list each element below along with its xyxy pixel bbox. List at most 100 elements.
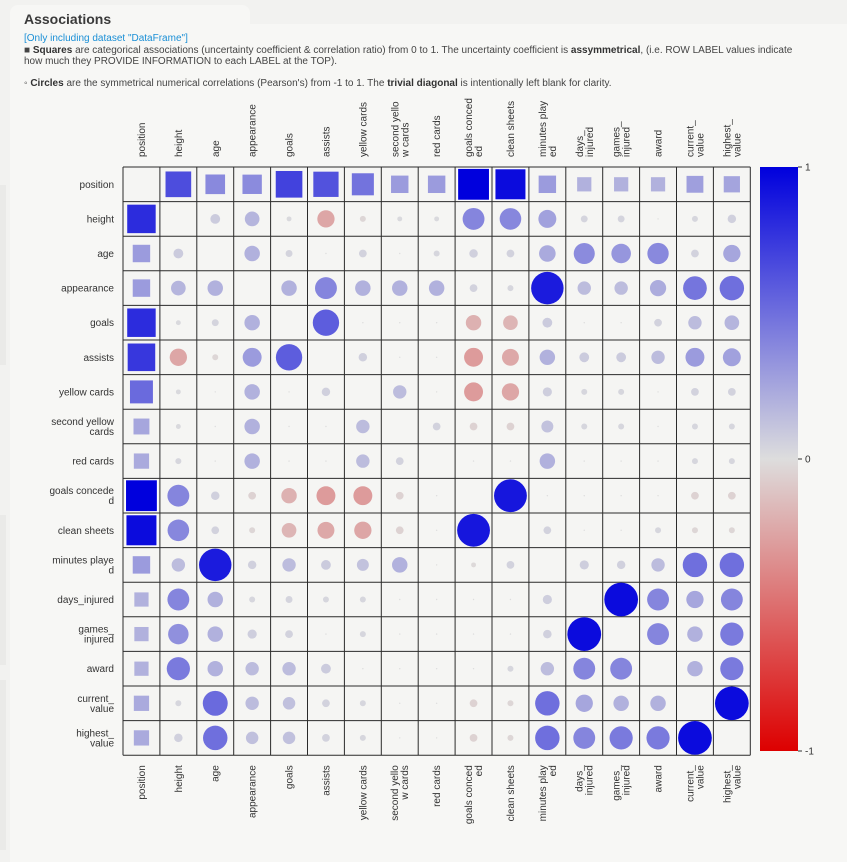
correlation-circle bbox=[507, 700, 514, 707]
correlation-circle bbox=[620, 495, 622, 497]
row-label: assists bbox=[83, 353, 114, 364]
correlation-circle bbox=[325, 633, 327, 635]
correlation-circle bbox=[282, 731, 296, 745]
correlation-circle bbox=[211, 319, 219, 327]
row-label-line: clean sheets bbox=[58, 526, 114, 537]
correlation-circle bbox=[573, 726, 596, 749]
correlation-circle bbox=[507, 734, 514, 741]
correlation-circle bbox=[282, 661, 296, 676]
column-label-bottom: age bbox=[211, 765, 222, 782]
correlation-circle bbox=[317, 521, 335, 539]
correlation-circle bbox=[322, 734, 330, 742]
correlation-circle bbox=[509, 460, 512, 462]
row-label-line: days_injured bbox=[57, 595, 114, 606]
correlation-circle bbox=[617, 215, 625, 223]
correlation-circle bbox=[358, 249, 367, 258]
correlation-circle bbox=[687, 660, 703, 677]
correlation-circle bbox=[611, 243, 631, 264]
category-square bbox=[494, 168, 527, 201]
correlation-circle bbox=[539, 349, 556, 366]
correlation-circle bbox=[174, 733, 183, 743]
correlation-circle bbox=[171, 280, 186, 296]
correlation-circle bbox=[714, 686, 749, 721]
correlation-circle bbox=[686, 590, 704, 609]
correlation-circle bbox=[728, 527, 735, 534]
correlation-circle bbox=[540, 661, 555, 676]
correlation-circle bbox=[691, 388, 699, 396]
correlation-circle bbox=[472, 633, 475, 635]
correlation-circle bbox=[325, 425, 327, 428]
correlation-circle bbox=[728, 423, 735, 430]
correlation-circle bbox=[214, 425, 216, 428]
plot-area bbox=[123, 167, 751, 756]
correlation-circle bbox=[691, 527, 698, 534]
row-label: current_ value bbox=[77, 694, 114, 715]
correlation-circle bbox=[691, 215, 698, 222]
category-square bbox=[133, 695, 150, 711]
correlation-circle bbox=[647, 242, 669, 265]
correlation-circle bbox=[244, 418, 260, 435]
correlation-circle bbox=[688, 315, 702, 330]
row-label-line: games_ bbox=[78, 625, 114, 636]
correlation-circle bbox=[285, 250, 293, 257]
correlation-circle bbox=[244, 245, 260, 262]
category-square bbox=[125, 479, 158, 513]
category-square bbox=[351, 173, 374, 196]
category-square bbox=[132, 279, 151, 297]
correlation-circle bbox=[399, 633, 401, 635]
column-label-top: clean sheets bbox=[506, 101, 517, 157]
correlation-circle bbox=[719, 552, 745, 578]
correlation-circle bbox=[687, 626, 703, 642]
correlation-circle bbox=[609, 726, 633, 750]
column-label-bottom: value bbox=[732, 765, 743, 789]
correlation-circle bbox=[604, 582, 639, 617]
correlation-circle bbox=[579, 352, 590, 363]
correlation-circle bbox=[567, 617, 602, 651]
column-label-bottom: height bbox=[174, 765, 185, 792]
correlation-circle bbox=[575, 694, 593, 712]
column-label-top: assists bbox=[321, 126, 332, 157]
column-label-bottom: games_ bbox=[612, 765, 623, 801]
correlation-circle bbox=[207, 626, 223, 642]
correlation-circle bbox=[494, 479, 527, 513]
row-label-line: assists bbox=[83, 353, 114, 364]
correlation-circle bbox=[245, 696, 259, 711]
column-label-top: height bbox=[174, 130, 185, 157]
correlation-circle bbox=[214, 391, 216, 393]
side-strip-2 bbox=[0, 515, 6, 665]
correlation-circle bbox=[613, 695, 629, 712]
category-square bbox=[165, 171, 192, 198]
column-label-top: yellow cards bbox=[358, 102, 369, 157]
category-square bbox=[134, 592, 149, 607]
column-label-top: value bbox=[695, 133, 706, 157]
column-label-top: injured bbox=[622, 127, 633, 157]
correlation-circle bbox=[362, 668, 364, 670]
correlation-circle bbox=[618, 388, 625, 395]
correlation-circle bbox=[727, 491, 736, 500]
correlation-circle bbox=[435, 633, 438, 635]
correlation-circle bbox=[168, 623, 189, 645]
column-label-bottom: minutes play bbox=[538, 765, 549, 821]
correlation-circle bbox=[282, 697, 296, 710]
column-label-top: goals bbox=[285, 133, 296, 157]
circles-description: ◦ Circles are the symmetrical numerical … bbox=[24, 78, 804, 89]
column-label-bottom: days_ bbox=[575, 765, 586, 792]
circles-term: Circles bbox=[30, 78, 64, 89]
correlation-circle bbox=[506, 561, 515, 569]
correlation-circle bbox=[428, 280, 445, 296]
correlation-circle bbox=[691, 458, 698, 465]
correlation-circle bbox=[249, 596, 256, 603]
correlation-circle bbox=[211, 491, 220, 500]
correlation-circle bbox=[281, 522, 297, 538]
column-label-bottom: goals bbox=[285, 765, 296, 789]
column-label-bottom: award bbox=[654, 765, 665, 792]
correlation-circle bbox=[723, 244, 741, 263]
correlation-circle bbox=[655, 527, 662, 534]
correlation-circle bbox=[464, 347, 484, 367]
category-square bbox=[650, 177, 666, 192]
correlation-circle bbox=[471, 562, 476, 568]
row-label-line: highest_ bbox=[76, 728, 114, 739]
colorbar-tick-label: 0 bbox=[805, 455, 811, 466]
correlation-circle bbox=[720, 588, 743, 611]
correlation-circle bbox=[248, 491, 257, 500]
